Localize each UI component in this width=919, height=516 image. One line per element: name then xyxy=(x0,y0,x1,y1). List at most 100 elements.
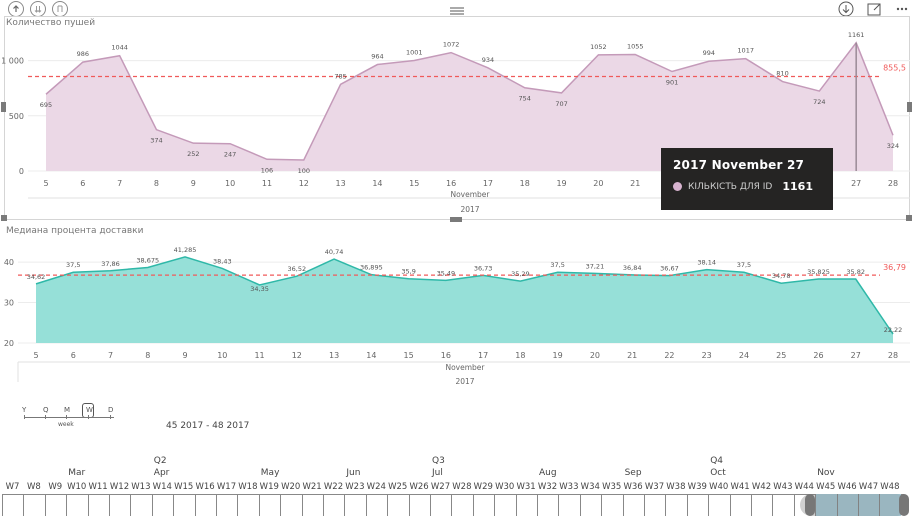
timeline-week-cell[interactable] xyxy=(194,494,216,516)
chart1-data-label: 934 xyxy=(482,56,494,64)
timeline-week-label: W43 xyxy=(773,482,793,492)
timeline-week-cell[interactable] xyxy=(494,494,515,516)
timeline-month-label: Nov xyxy=(817,468,835,478)
timeline-week-cell[interactable] xyxy=(44,494,66,516)
timeline-week-cell[interactable] xyxy=(173,494,194,516)
timeline-week-cell[interactable] xyxy=(216,494,237,516)
timeline-week-cell[interactable] xyxy=(537,494,558,516)
timeline-scrollbar[interactable] xyxy=(800,494,908,516)
resize-handle-left[interactable] xyxy=(1,102,6,112)
visual-header-tools xyxy=(837,1,911,17)
timeline-month-label: Mar xyxy=(68,468,86,478)
timeline-week-cell[interactable] xyxy=(237,494,258,516)
timeline-week-cell[interactable] xyxy=(301,494,323,516)
timeline-week-cell[interactable] xyxy=(601,494,622,516)
timeline-week-cell[interactable] xyxy=(686,494,708,516)
timeline-week-label: W45 xyxy=(816,482,836,492)
timeline-week-cell[interactable] xyxy=(515,494,537,516)
chart1-xtick: 16 xyxy=(446,179,456,188)
chart1-xaxis-month: November xyxy=(450,190,490,199)
granularity-week[interactable]: W xyxy=(86,406,93,414)
double-arrow-down-icon[interactable] xyxy=(30,1,46,17)
timeline-week-cell[interactable] xyxy=(258,494,280,516)
timeline-week-cell[interactable] xyxy=(430,494,451,516)
timeline-quarter-label: Q3 xyxy=(432,456,445,466)
granularity-selector[interactable]: Y Q M W D week xyxy=(20,403,120,430)
resize-handle-corner-left[interactable] xyxy=(1,215,7,221)
timeline-week-cell[interactable] xyxy=(408,494,430,516)
timeline-week-cell[interactable] xyxy=(836,494,858,516)
more-options-icon[interactable] xyxy=(893,1,911,17)
chart1-xtick: 17 xyxy=(483,179,493,188)
resize-handle-bottom[interactable] xyxy=(450,217,462,222)
focus-mode-icon[interactable] xyxy=(865,1,883,17)
timeline-week-cell[interactable] xyxy=(858,494,879,516)
resize-handle-right[interactable] xyxy=(907,102,912,112)
timeline-week-cell[interactable] xyxy=(130,494,151,516)
chart1-data-label: 707 xyxy=(555,100,567,108)
timeline-week-label: W21 xyxy=(302,482,322,492)
timeline-week-cell[interactable] xyxy=(280,494,301,516)
chart1-data-label: 901 xyxy=(666,78,678,86)
timeline-track[interactable] xyxy=(2,494,904,516)
timeline-week-cell[interactable] xyxy=(708,494,729,516)
timeline-week-cell[interactable] xyxy=(344,494,365,516)
timeline-week-cell[interactable] xyxy=(451,494,472,516)
timeline-week-cell[interactable] xyxy=(793,494,815,516)
granularity-month[interactable]: M xyxy=(64,406,71,414)
timeline-week-cell[interactable] xyxy=(387,494,408,516)
chart2-xaxis-year: 2017 xyxy=(455,377,474,386)
timeline-week-cell[interactable] xyxy=(772,494,793,516)
timeline-week-cell[interactable] xyxy=(579,494,601,516)
granularity-year[interactable]: Y xyxy=(22,406,27,414)
timeline-week-label: W12 xyxy=(109,482,130,492)
timeline-week-cell[interactable] xyxy=(151,494,173,516)
chart2-xaxis-month: November xyxy=(445,363,485,372)
chart1-data-label: 964 xyxy=(371,53,383,61)
tooltip-title: 2017 November 27 xyxy=(673,158,805,172)
timeline-week-cell[interactable] xyxy=(665,494,686,516)
timeline-start-handle[interactable] xyxy=(805,494,816,516)
chart2-title: Медиана процента доставки xyxy=(6,226,144,236)
timeline-week-label: W20 xyxy=(281,482,301,492)
chart2-ytick: 20 xyxy=(4,339,14,348)
chart1-data-label: 1044 xyxy=(111,44,128,52)
timeline-month-label: Jul xyxy=(432,468,443,478)
timeline-week-cell[interactable] xyxy=(815,494,836,516)
resize-handle-corner-right[interactable] xyxy=(906,215,912,221)
chart2-data-label: 38,43 xyxy=(213,257,232,265)
chart2-xtick: 11 xyxy=(254,351,264,360)
delivery-median-chart[interactable]: 36,79 34,62 37,5 37,86 38,675 41,285 38,43 34,… xyxy=(0,222,919,392)
chart1-xtick: 13 xyxy=(336,179,346,188)
timeline-selected-range[interactable] xyxy=(815,494,901,516)
timeline-week-cell[interactable] xyxy=(109,494,130,516)
timeline-month-label: Aug xyxy=(539,468,557,478)
timeline-week-cell[interactable] xyxy=(23,494,44,516)
timeline-week-cell[interactable] xyxy=(879,494,900,516)
timeline-week-cell[interactable] xyxy=(323,494,344,516)
timeline-week-cell[interactable] xyxy=(729,494,751,516)
granularity-quarter[interactable]: Q xyxy=(43,406,49,414)
timeline-week-cell[interactable] xyxy=(558,494,579,516)
timeline-week-label: W32 xyxy=(537,482,558,492)
timeline-week-cell[interactable] xyxy=(365,494,387,516)
chart2-xtick: 7 xyxy=(108,351,113,360)
hamburger-icon[interactable] xyxy=(449,1,465,15)
tooltip-label: КІЛЬКІСТЬ ДЛЯ ID xyxy=(688,181,773,192)
fork-icon[interactable] xyxy=(52,1,68,17)
chart2-data-label: 36,67 xyxy=(660,265,679,273)
timeline-week-cell[interactable] xyxy=(622,494,644,516)
timeline-week-cell[interactable] xyxy=(87,494,109,516)
timeline-week-cell[interactable] xyxy=(2,494,23,516)
timeline-month-label: Jun xyxy=(346,468,361,478)
chart1-data-label: 1055 xyxy=(627,42,644,50)
timeline-week-cell[interactable] xyxy=(751,494,772,516)
chart2-data-label: 38,675 xyxy=(136,256,159,264)
timeline-week-cell[interactable] xyxy=(66,494,87,516)
granularity-tick xyxy=(110,415,111,419)
timeline-week-cell[interactable] xyxy=(472,494,494,516)
timeline-end-handle[interactable] xyxy=(898,494,909,516)
timeline-week-cell[interactable] xyxy=(644,494,665,516)
granularity-day[interactable]: D xyxy=(108,406,114,414)
